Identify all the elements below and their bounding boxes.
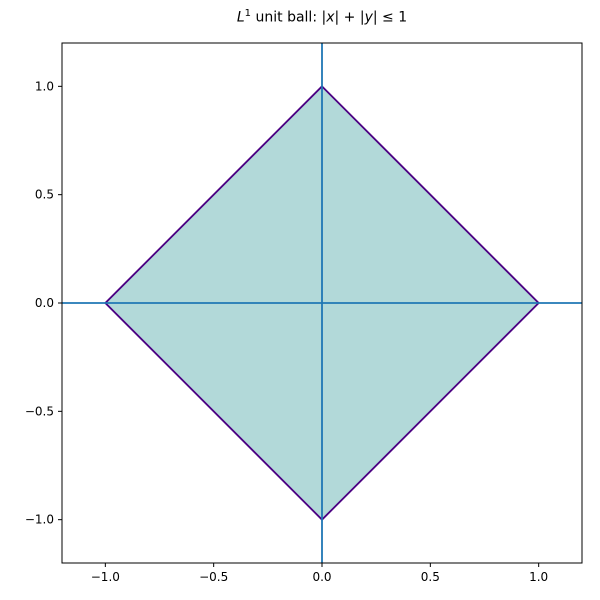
x-tick-label: 0.0 xyxy=(312,570,331,584)
x-tick-label: 1.0 xyxy=(529,570,548,584)
title-abs-open: | xyxy=(321,9,327,26)
y-tick-label: −1.0 xyxy=(25,513,54,527)
title-abs-close: | ≤ 1 xyxy=(372,9,408,26)
y-tick-label: 0.5 xyxy=(35,188,54,202)
title-exponent: 1 xyxy=(244,8,252,19)
title-norm-symbol: L xyxy=(236,9,245,26)
y-tick-label: −0.5 xyxy=(25,404,54,418)
title-text: unit ball: xyxy=(251,9,322,26)
x-tick-label: −1.0 xyxy=(91,570,120,584)
y-tick-label: 0.0 xyxy=(35,296,54,310)
x-tick-label: 0.5 xyxy=(421,570,440,584)
title-var-x: x xyxy=(326,9,335,26)
title-abs-mid: | + | xyxy=(334,9,365,26)
x-tick-label: −0.5 xyxy=(199,570,228,584)
title-var-y: y xyxy=(364,9,373,26)
chart-title: L1 unit ball: |x| + |y| ≤ 1 xyxy=(62,8,582,26)
y-tick-label: 1.0 xyxy=(35,79,54,93)
